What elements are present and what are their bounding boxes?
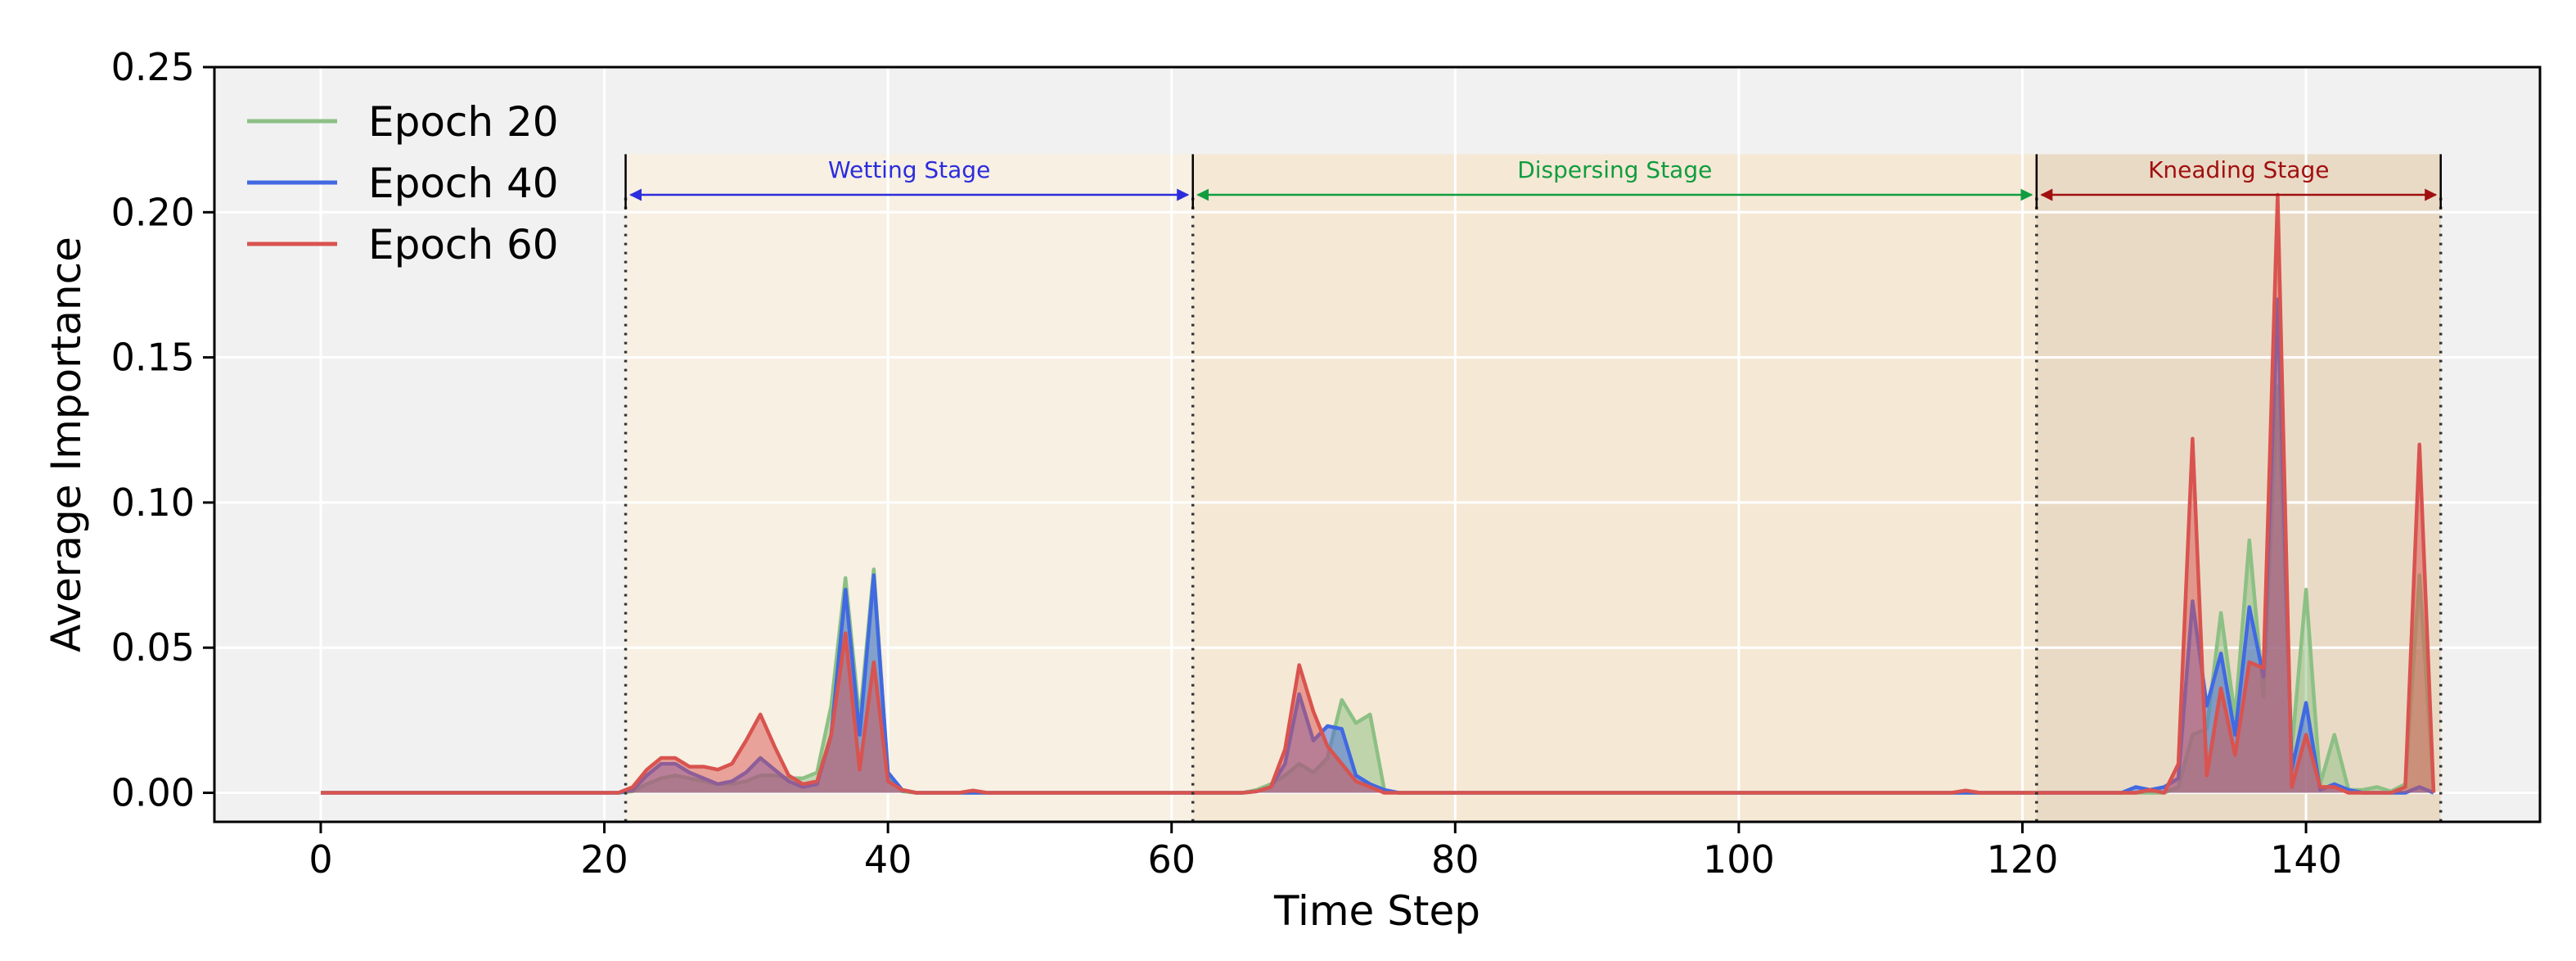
stage-label-2: Dispersing Stage bbox=[1517, 156, 1712, 183]
y-tick-label: 0.05 bbox=[111, 625, 195, 670]
x-tick-label: 60 bbox=[1147, 837, 1196, 882]
y-tick-label: 0.25 bbox=[111, 45, 195, 89]
y-tick-label: 0.10 bbox=[111, 480, 195, 525]
stage-region-1 bbox=[625, 154, 1193, 822]
legend-label-3: Epoch 60 bbox=[368, 221, 559, 268]
legend-label-2: Epoch 40 bbox=[368, 160, 559, 207]
x-tick-label: 80 bbox=[1431, 837, 1479, 882]
x-tick-label: 40 bbox=[864, 837, 912, 882]
y-axis-label: Average Importance bbox=[43, 237, 90, 652]
x-axis-label: Time Step bbox=[1273, 887, 1480, 935]
series-area-3 bbox=[321, 195, 2434, 793]
y-tick-label: 0.00 bbox=[111, 771, 195, 815]
series-line-3 bbox=[321, 192, 2436, 795]
y-tick-label: 0.15 bbox=[111, 336, 195, 380]
series-areas bbox=[321, 192, 2436, 795]
x-tick-label: 20 bbox=[580, 837, 628, 882]
y-tick-label: 0.20 bbox=[111, 190, 195, 234]
stage-label-3: Kneading Stage bbox=[2148, 156, 2329, 183]
legend: Epoch 20 Epoch 40 Epoch 60 bbox=[247, 98, 559, 268]
stage-label-1: Wetting Stage bbox=[828, 156, 990, 183]
x-tick-label: 0 bbox=[308, 837, 332, 882]
stage-regions bbox=[625, 154, 2441, 822]
x-tick-label: 140 bbox=[2270, 837, 2342, 882]
x-tick-label: 100 bbox=[1703, 837, 1775, 882]
x-tick-label: 120 bbox=[1987, 837, 2059, 882]
legend-label-1: Epoch 20 bbox=[368, 98, 559, 146]
axis-ticks: 0 20 40 60 80 100 120 140 0.00 0.05 0.10 0.15 0.20 0.… bbox=[111, 45, 2342, 882]
stage-annotations: Wetting Stage Dispersing Stage Kneading St… bbox=[624, 154, 2443, 822]
stage-region-2 bbox=[1192, 154, 2037, 822]
plot-frame bbox=[213, 65, 2542, 823]
